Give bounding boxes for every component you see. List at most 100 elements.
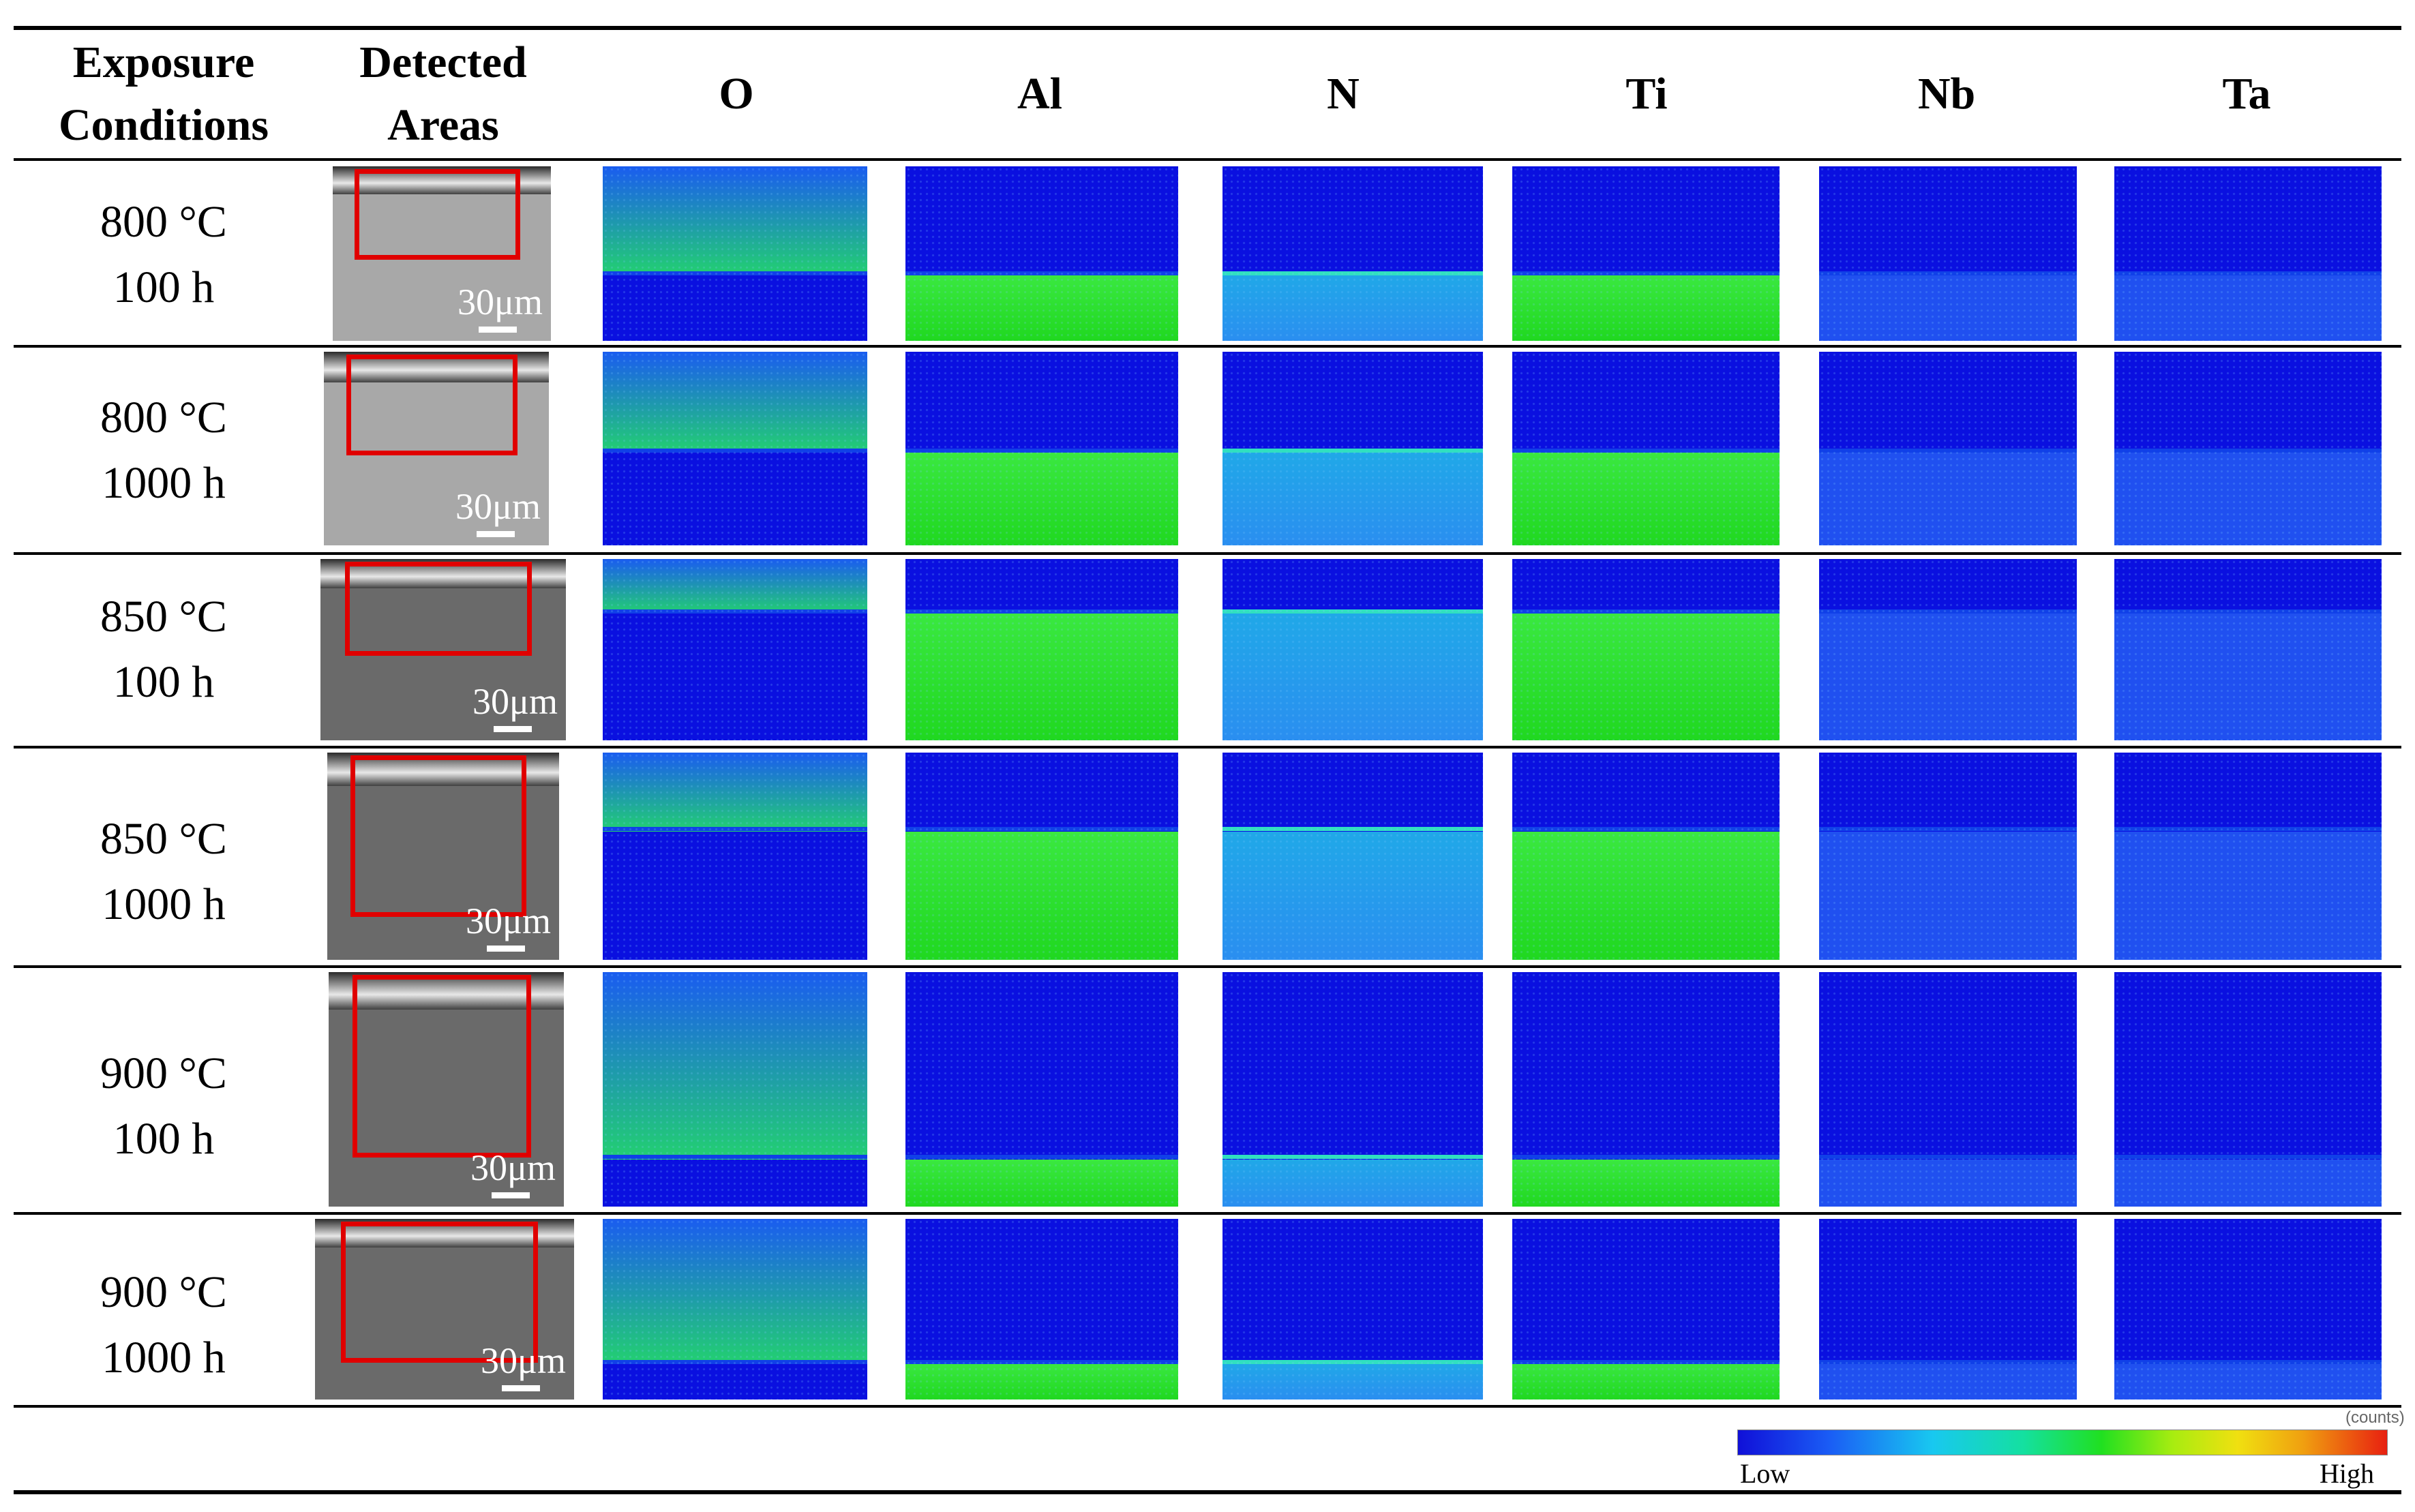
map-scale-layer bbox=[905, 559, 1178, 614]
element-map-O bbox=[603, 972, 867, 1207]
map-signal-noise bbox=[1819, 559, 2077, 740]
row-separator bbox=[14, 1212, 2401, 1215]
element-map-Nb bbox=[1819, 753, 2077, 960]
element-map-Nb bbox=[1819, 166, 2077, 341]
map-substrate-layer bbox=[2114, 1160, 2382, 1207]
map-signal-noise bbox=[1222, 753, 1483, 960]
map-signal-noise bbox=[2114, 352, 2382, 545]
map-signal-noise bbox=[603, 753, 867, 960]
map-scale-layer bbox=[1819, 352, 2077, 453]
map-scale-layer bbox=[603, 972, 867, 1160]
duration-label: 1000 h bbox=[102, 458, 226, 508]
map-signal-noise bbox=[1222, 559, 1483, 740]
temperature-label: 900 °C bbox=[100, 1267, 227, 1317]
map-interface-line bbox=[1222, 609, 1483, 614]
header-element-O: O bbox=[719, 69, 754, 119]
map-substrate-layer bbox=[2114, 831, 2382, 960]
element-map-Ti bbox=[1512, 559, 1780, 740]
map-substrate-layer bbox=[1222, 1160, 1483, 1207]
map-substrate-layer bbox=[905, 1363, 1178, 1400]
map-signal-noise bbox=[1512, 559, 1780, 740]
map-substrate-layer bbox=[603, 613, 867, 740]
map-signal-noise bbox=[1819, 753, 2077, 960]
map-signal-noise bbox=[1512, 352, 1780, 545]
header-exposure-conditions: Exposure Conditions bbox=[58, 37, 269, 150]
map-scale-layer bbox=[905, 1219, 1178, 1363]
map-substrate-layer bbox=[603, 1160, 867, 1207]
map-signal-noise bbox=[1222, 1219, 1483, 1400]
map-scale-layer bbox=[1222, 753, 1483, 832]
element-map-Ti bbox=[1512, 352, 1780, 545]
map-signal-noise bbox=[1512, 1219, 1780, 1400]
map-interface-line bbox=[1512, 1155, 1780, 1160]
header-element-Nb: Nb bbox=[1917, 69, 1976, 119]
map-substrate-layer bbox=[905, 1160, 1178, 1207]
map-substrate-layer bbox=[1222, 831, 1483, 960]
map-scale-layer bbox=[603, 352, 867, 453]
map-signal-noise bbox=[603, 352, 867, 545]
map-signal-noise bbox=[603, 1219, 867, 1400]
exposure-condition: 800 °C 100 h bbox=[14, 190, 314, 320]
map-signal-noise bbox=[1222, 352, 1483, 545]
scale-bar-label: 30μm bbox=[481, 1340, 566, 1381]
element-map-Ta bbox=[2114, 972, 2382, 1207]
header-element-Ta: Ta bbox=[2222, 69, 2271, 119]
map-substrate-layer bbox=[1819, 452, 2077, 545]
map-signal-noise bbox=[603, 559, 867, 740]
row-separator bbox=[14, 1405, 2401, 1408]
sem-micrograph: 30μm bbox=[320, 559, 566, 740]
element-map-Ta bbox=[2114, 559, 2382, 740]
map-scale-layer bbox=[1512, 1219, 1780, 1363]
map-interface-line bbox=[1222, 1359, 1483, 1364]
element-map-Ta bbox=[2114, 166, 2382, 341]
map-interface-line bbox=[905, 449, 1178, 453]
map-substrate-layer bbox=[603, 452, 867, 545]
duration-label: 100 h bbox=[112, 262, 215, 312]
map-interface-line bbox=[1819, 827, 2077, 832]
map-substrate-layer bbox=[1819, 831, 2077, 960]
map-signal-noise bbox=[1819, 1219, 2077, 1400]
map-scale-layer bbox=[905, 352, 1178, 453]
map-scale-layer bbox=[905, 166, 1178, 275]
map-interface-line bbox=[2114, 271, 2382, 275]
map-interface-line bbox=[1222, 271, 1483, 275]
element-map-Nb bbox=[1819, 559, 2077, 740]
detected-area-frame bbox=[345, 562, 532, 656]
scale-bar bbox=[492, 1192, 530, 1198]
map-scale-layer bbox=[1222, 559, 1483, 614]
map-signal-noise bbox=[2114, 166, 2382, 341]
map-interface-line bbox=[905, 1359, 1178, 1364]
element-map-Ta bbox=[2114, 352, 2382, 545]
map-scale-layer bbox=[2114, 352, 2382, 453]
temperature-label: 850 °C bbox=[100, 592, 227, 641]
map-substrate-layer bbox=[1222, 1363, 1483, 1400]
map-signal-noise bbox=[603, 972, 867, 1207]
element-map-Al bbox=[905, 972, 1178, 1207]
map-substrate-layer bbox=[1819, 1363, 2077, 1400]
sem-micrograph: 30μm bbox=[315, 1219, 574, 1400]
element-map-Ti bbox=[1512, 972, 1780, 1207]
map-substrate-layer bbox=[1222, 452, 1483, 545]
scale-bar bbox=[479, 327, 517, 333]
map-signal-noise bbox=[1819, 352, 2077, 545]
detected-area-frame bbox=[352, 975, 531, 1158]
table-bottom-rule bbox=[14, 1490, 2401, 1494]
map-substrate-layer bbox=[603, 831, 867, 960]
map-interface-line bbox=[603, 1359, 867, 1364]
map-scale-layer bbox=[1222, 972, 1483, 1160]
element-map-Al bbox=[905, 166, 1178, 341]
duration-label: 100 h bbox=[112, 657, 215, 707]
sem-micrograph: 30μm bbox=[333, 166, 551, 341]
map-interface-line bbox=[1222, 827, 1483, 832]
map-scale-layer bbox=[603, 559, 867, 614]
detected-area-frame bbox=[346, 354, 518, 455]
map-scale-layer bbox=[603, 1219, 867, 1363]
map-interface-line bbox=[1512, 271, 1780, 275]
map-signal-noise bbox=[2114, 753, 2382, 960]
map-scale-layer bbox=[1512, 559, 1780, 614]
element-map-O bbox=[603, 559, 867, 740]
map-signal-noise bbox=[1222, 972, 1483, 1207]
scale-bar-label: 30μm bbox=[466, 901, 551, 941]
duration-label: 1000 h bbox=[102, 1333, 226, 1382]
map-interface-line bbox=[2114, 449, 2382, 453]
